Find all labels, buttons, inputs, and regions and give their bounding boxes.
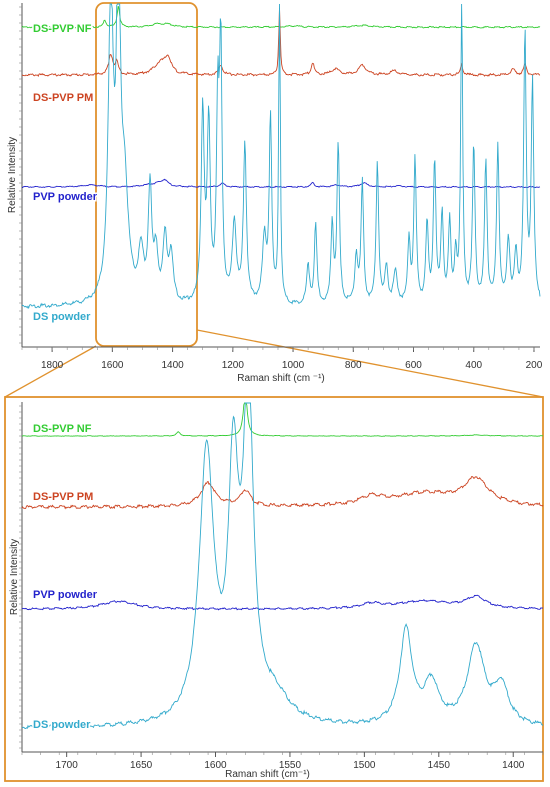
series-label: DS-PVP NF: [33, 423, 92, 435]
x-tick-label: 1800: [41, 360, 64, 371]
series-label: PVP powder: [33, 191, 98, 203]
series-label: DS powder: [33, 719, 91, 731]
zoom-panel-frame: [4, 396, 544, 782]
x-tick-label: 1650: [130, 760, 153, 771]
zoom-connector-left: [4, 345, 97, 398]
x-tick-label: 1600: [101, 360, 124, 371]
x-tick-label: 600: [405, 360, 422, 371]
x-axis-label: Raman shift (cm⁻¹): [225, 769, 310, 780]
x-tick-label: 1700: [56, 760, 79, 771]
x-tick-label: 1550: [279, 760, 302, 771]
series-label: DS powder: [33, 311, 91, 323]
x-tick-label: 800: [345, 360, 362, 371]
x-tick-label: 400: [465, 360, 482, 371]
series-line-ds-pvp-pm: [21, 7, 541, 78]
x-tick-label: 1450: [428, 760, 451, 771]
series-line-ds-pvp-pm: [21, 476, 544, 510]
x-tick-label: 1600: [204, 760, 227, 771]
y-axis-label: Relative Intensity: [9, 539, 20, 615]
x-axis-label: Raman shift (cm ⁻¹): [237, 373, 325, 384]
series-line-ds-powder: [21, 3, 541, 310]
x-tick-label: 200: [526, 360, 543, 371]
x-tick-label: 1500: [353, 760, 376, 771]
zoom-region-box: [95, 2, 198, 347]
series-line-ds-pvp-nf: [22, 402, 543, 437]
x-tick-label: 1400: [161, 360, 184, 371]
series-line-ds-pvp-nf: [21, 5, 541, 29]
series-label: DS-PVP PM: [33, 92, 93, 104]
series-line-pvp-powder: [21, 594, 544, 611]
x-tick-label: 1000: [282, 360, 305, 371]
series-label: DS-PVP PM: [33, 491, 93, 503]
x-tick-label: 1200: [222, 360, 245, 371]
series-label: DS-PVP NF: [33, 23, 92, 35]
series-label: PVP powder: [33, 589, 98, 601]
y-axis-label: Relative Intensity: [7, 137, 18, 213]
x-tick-label: 1400: [502, 760, 525, 771]
series-line-ds-powder: [21, 402, 544, 730]
zoom-connector-right: [196, 329, 544, 398]
